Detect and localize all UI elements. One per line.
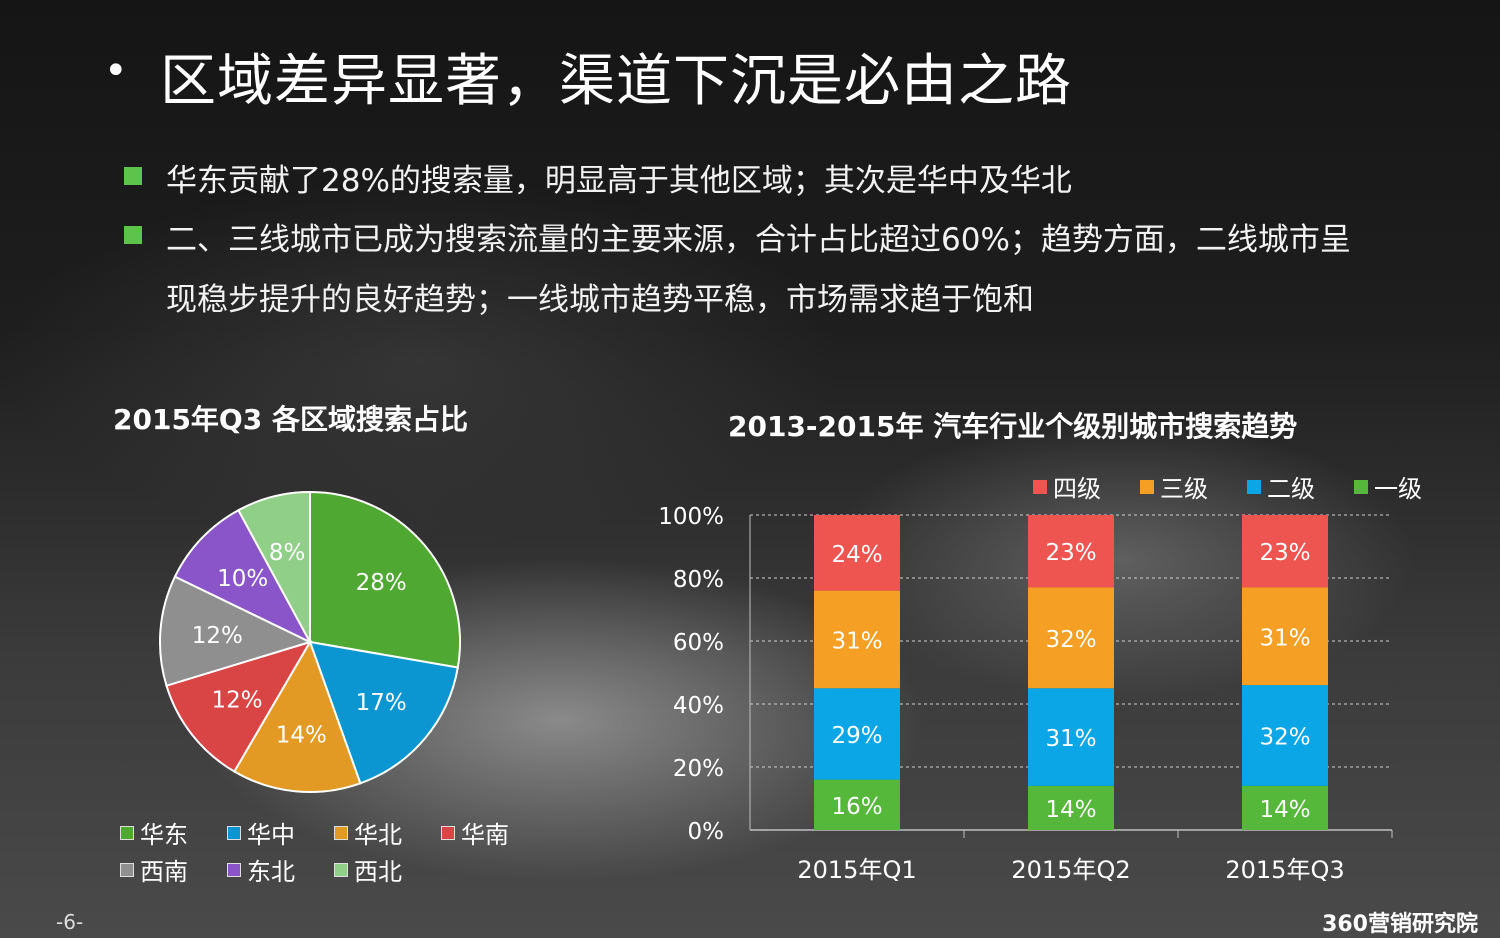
bullet-square-icon [124, 167, 142, 185]
bullet-text-3: 现稳步提升的良好趋势；一线城市趋势平稳，市场需求趋于饱和 [166, 282, 1034, 318]
stacked-bar-chart: 0% 20% 40% 60% 80% 100% 16% 29% 31% 24% 2015年Q1 14%… [658, 475, 1422, 884]
legend-label: 西北 [354, 858, 402, 886]
bar-segment-一级 [814, 779, 900, 830]
pie-slice-6 [237, 490, 311, 643]
bullet-text-1: 华东贡献了28%的搜索量，明显高于其他区域；其次是华中及华北 [166, 163, 1072, 199]
pie-slice-2 [232, 639, 362, 793]
pie-legend-item: 西南 [120, 852, 188, 887]
pie-legend-item: 华中 [227, 815, 295, 850]
pie-chart: 28% 17% 14% 12% 12% 10%8% [159, 490, 461, 793]
pie-legend-item: 东北 [227, 852, 295, 887]
y-tick-label: 20% [673, 756, 724, 782]
x-category-label: 2015年Q1 [797, 856, 916, 884]
bar-value-label: 14% [1045, 797, 1096, 823]
brand-logo-text: 360营销研究院 [1322, 912, 1478, 937]
bar-segment-四级 [814, 515, 900, 591]
bar-segment-二级 [814, 688, 900, 780]
bar-segment-二级 [1242, 685, 1328, 786]
bar-segment-三级 [1028, 587, 1114, 689]
legend-swatch-icon [227, 862, 241, 877]
legend-swatch-icon [1354, 480, 1368, 494]
pie-slice-label: 12% [211, 688, 262, 714]
bar-segment-四级 [1028, 515, 1114, 588]
legend-label: 东北 [247, 858, 295, 886]
page-number: -6- [56, 910, 84, 934]
legend-swatch-icon [120, 825, 134, 840]
y-tick-label: 60% [673, 630, 724, 656]
pie-legend-item: 华北 [334, 815, 402, 850]
legend-label: 华东 [140, 821, 188, 849]
pie-chart-title: 2015年Q3 各区域搜索占比 [113, 403, 468, 436]
bar-legend-label: 二级 [1267, 475, 1315, 503]
bar-value-label: 14% [1259, 797, 1310, 823]
x-category-label: 2015年Q2 [1011, 856, 1130, 884]
pie-slice-label: 12% [192, 623, 243, 649]
bar-value-label: 31% [831, 628, 882, 654]
y-tick-label: 80% [673, 567, 724, 593]
legend-swatch-icon [441, 825, 455, 840]
bar-value-label: 24% [831, 542, 882, 568]
legend-swatch-icon [1140, 480, 1154, 494]
legend-swatch-icon [120, 862, 134, 877]
bar-chart-title: 2013-2015年 汽车行业个级别城市搜索趋势 [728, 410, 1298, 443]
slide-title: 区域差异显著，渠道下沉是必由之路 [160, 49, 1072, 114]
pie-legend-item: 华南 [441, 815, 509, 850]
pie-slice-label: 10% [217, 566, 268, 592]
bar-legend-label: 四级 [1053, 475, 1101, 503]
pie-slice-label: 17% [356, 690, 407, 716]
bar-segment-四级 [1242, 515, 1328, 588]
bar-value-label: 31% [1045, 726, 1096, 752]
bar-segment-一级 [1028, 785, 1114, 830]
bar-segment-一级 [1242, 785, 1328, 830]
legend-swatch-icon [227, 825, 241, 840]
bar-value-label: 31% [1259, 625, 1310, 651]
pie-slice-label: 14% [276, 723, 327, 749]
legend-label: 华中 [247, 821, 295, 849]
bullet-text-2: 二、三线城市已成为搜索流量的主要来源，合计占比超过60%；趋势方面，二线城市呈 [166, 222, 1351, 258]
pie-slice-1 [308, 640, 459, 785]
legend-swatch-icon [334, 862, 348, 877]
bar-segment-二级 [1028, 688, 1114, 786]
bar-segment-三级 [1242, 587, 1328, 686]
legend-label: 西南 [140, 858, 188, 886]
bullet-square-icon [124, 226, 142, 244]
bar-legend-label: 一级 [1374, 475, 1422, 503]
legend-swatch-icon [1033, 480, 1047, 494]
legend-swatch-icon [1247, 480, 1261, 494]
pie-slice-label: 28% [356, 570, 407, 596]
y-tick-label: 0% [688, 819, 725, 845]
legend-swatch-icon [334, 825, 348, 840]
y-tick-label: 40% [673, 693, 724, 719]
bar-segment-三级 [814, 590, 900, 689]
pie-slice-5 [173, 508, 313, 645]
x-category-label: 2015年Q3 [1225, 856, 1344, 884]
bar-value-label: 32% [1259, 725, 1310, 751]
bar-value-label: 29% [831, 723, 882, 749]
pie-legend-item: 华东 [120, 815, 188, 850]
bar-value-label: 23% [1259, 540, 1310, 566]
bar-legend-label: 三级 [1160, 475, 1208, 503]
pie-slice-4 [159, 575, 313, 687]
legend-label: 华北 [354, 821, 402, 849]
y-tick-label: 100% [658, 504, 724, 530]
pie-slice-0 [309, 490, 461, 669]
bar-value-label: 23% [1045, 540, 1096, 566]
legend-label: 华南 [461, 821, 509, 849]
pie-slice-3 [165, 640, 313, 773]
pie-slice-label: 8% [269, 540, 306, 566]
title-bullet-dot: • [104, 48, 128, 94]
bar-value-label: 32% [1045, 627, 1096, 653]
bar-value-label: 16% [831, 794, 882, 820]
pie-legend-item: 西北 [334, 852, 402, 887]
